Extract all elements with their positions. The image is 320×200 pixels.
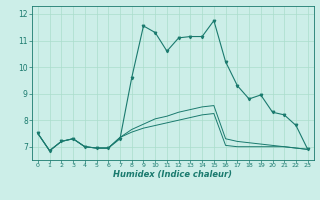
X-axis label: Humidex (Indice chaleur): Humidex (Indice chaleur) [113,170,232,179]
